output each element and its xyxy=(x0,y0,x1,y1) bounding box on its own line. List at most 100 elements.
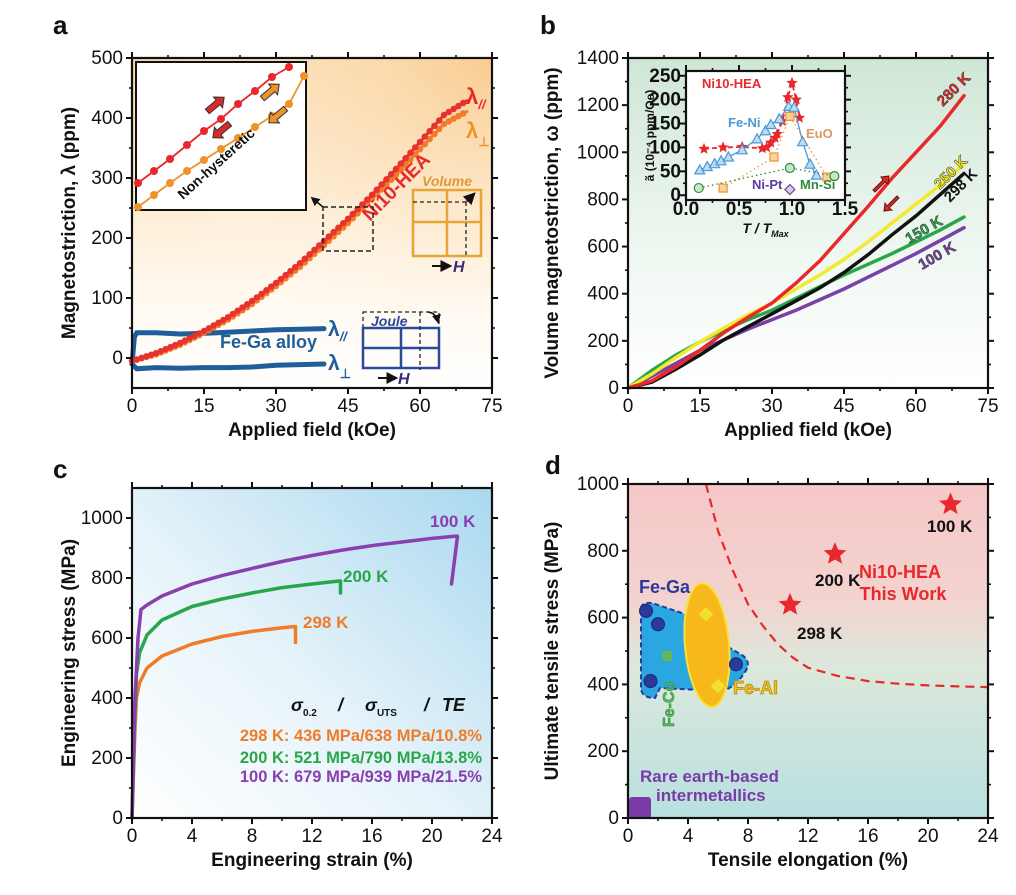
data-point-square xyxy=(662,651,672,662)
header-slash: / xyxy=(423,695,431,715)
x-tick-label: 8 xyxy=(247,826,258,847)
inset-point-star xyxy=(790,93,802,105)
label-joule: Joule xyxy=(371,313,408,329)
header-yield-strength: σ0.2 xyxy=(291,695,317,719)
y-axis-label: Ultimate tensile stress (MPa) xyxy=(542,522,563,781)
data-point xyxy=(148,351,155,358)
data-point xyxy=(340,220,347,227)
label-298k: 298 K xyxy=(303,613,349,632)
inset-point xyxy=(285,100,293,108)
y-tick-label: 0 xyxy=(608,378,619,399)
y-axis-label: Engineering stress (MPa) xyxy=(59,539,80,767)
series-280-k xyxy=(626,93,966,390)
inset-point-star xyxy=(786,76,798,88)
series-298-k xyxy=(626,171,966,390)
inset-label-euo: EuO xyxy=(806,126,833,141)
data-point xyxy=(157,347,164,355)
data-point xyxy=(455,112,462,120)
data-point-circle xyxy=(651,617,665,632)
x-tick-label: 75 xyxy=(977,396,998,417)
data-point xyxy=(143,353,150,360)
data-point xyxy=(349,210,356,218)
y-tick-label: 100 xyxy=(649,137,681,158)
data-point xyxy=(138,354,145,362)
inset-series-line xyxy=(722,114,828,189)
series-fe-ga-alloy xyxy=(129,361,327,372)
x-tick-label: 15 xyxy=(193,396,214,417)
inset-point xyxy=(217,145,225,153)
label-fe-ga-alloy: Fe-Ga alloy xyxy=(220,332,317,352)
data-point xyxy=(248,297,256,305)
x-tick-label: 20 xyxy=(917,826,938,847)
x-tick-label: 0 xyxy=(127,826,138,847)
x-tick-label: 45 xyxy=(337,396,358,417)
inset-point-star xyxy=(793,111,806,123)
data-point xyxy=(306,251,313,258)
arrow-up-icon xyxy=(872,175,890,193)
inset-point xyxy=(217,115,225,123)
label-ni10-hea-d: Ni10-HEA xyxy=(859,562,941,582)
inset-series-fe-ni xyxy=(693,100,823,180)
x-tick-label: 16 xyxy=(361,826,382,847)
data-point xyxy=(167,343,174,351)
data-point xyxy=(244,301,251,308)
label-lambda-parallel-fega: λ// xyxy=(328,318,348,344)
inset-point-star xyxy=(698,142,710,154)
data-point-circle xyxy=(643,674,658,689)
inset-point-hexagon xyxy=(784,162,795,174)
y-tick-label: 600 xyxy=(587,608,619,629)
data-point xyxy=(397,166,404,174)
data-point xyxy=(296,260,304,267)
y-tick-label: 1200 xyxy=(577,95,619,116)
data-point xyxy=(431,122,438,129)
label-h-joule: H xyxy=(398,371,410,388)
series-fe-co xyxy=(662,651,672,662)
y-tick-label: 600 xyxy=(587,237,619,258)
label-h-volume: H xyxy=(453,259,465,276)
y-tick-label: 200 xyxy=(91,748,123,769)
data-point xyxy=(186,335,193,342)
inset-point-square xyxy=(769,152,779,162)
inset-point-star xyxy=(771,128,783,139)
data-point xyxy=(320,237,328,245)
inset-point-square xyxy=(718,183,728,193)
region-fe-al xyxy=(683,582,731,708)
header-uts: σUTS xyxy=(365,695,397,719)
header-slash: / xyxy=(337,695,345,715)
inset-point-triangle xyxy=(788,101,801,112)
data-point xyxy=(152,350,160,357)
data-point xyxy=(416,138,424,146)
data-point xyxy=(450,105,457,113)
inset-point xyxy=(200,127,208,135)
data-point xyxy=(460,99,467,107)
x-tick-label: 4 xyxy=(683,826,694,847)
inset-point-triangle xyxy=(804,157,817,169)
y-tick-label: 1000 xyxy=(577,474,619,495)
data-point xyxy=(172,341,179,349)
row-298k: 298 K: 436 MPa/638 MPa/10.8% xyxy=(240,727,482,745)
data-point xyxy=(412,144,419,151)
data-point xyxy=(397,160,404,167)
y-tick-label: 800 xyxy=(91,568,123,589)
x-tick-label: 16 xyxy=(857,826,878,847)
data-point-star xyxy=(778,592,802,615)
data-point xyxy=(239,304,246,311)
data-point-star xyxy=(939,492,962,515)
y-tick-label: 400 xyxy=(91,108,123,129)
x-tick-label: 15 xyxy=(689,396,710,417)
data-point xyxy=(440,111,448,119)
label-200k-d: 200 K xyxy=(815,571,861,590)
x-tick-label: 45 xyxy=(833,396,854,417)
series-250-k xyxy=(626,162,966,390)
data-point xyxy=(224,314,232,321)
x-tick-label: 1.0 xyxy=(779,199,805,220)
x-tick-label: 0 xyxy=(127,396,138,417)
inset-label-fe-ni: Fe-Ni xyxy=(728,115,761,130)
y-tick-label: 800 xyxy=(587,541,619,562)
series-fe-al xyxy=(697,605,727,695)
data-point xyxy=(311,246,318,254)
data-point xyxy=(388,170,395,178)
series-100-k xyxy=(130,534,460,820)
inset-point xyxy=(166,179,174,187)
y-tick-label: 200 xyxy=(587,331,619,352)
